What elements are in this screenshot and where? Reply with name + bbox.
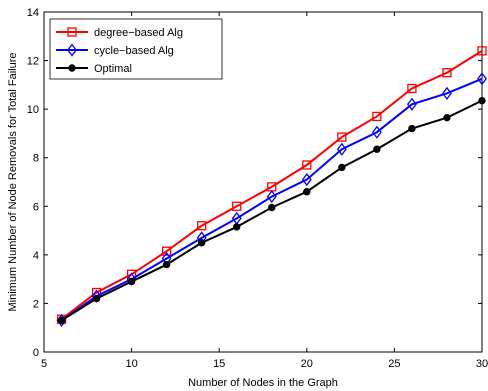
data-point — [338, 163, 346, 172]
legend-label: Optimal — [94, 63, 132, 75]
data-point — [197, 239, 206, 247]
legend: degree−based Alg cycle−based Alg Optimal — [49, 18, 223, 80]
series-layer — [56, 46, 487, 328]
data-point — [478, 96, 486, 105]
data-point — [233, 223, 241, 231]
data-point — [57, 316, 66, 325]
data-point — [302, 160, 312, 170]
data-point — [232, 201, 242, 211]
data-point — [266, 189, 277, 204]
legend-entry: degree−based Alg — [56, 27, 183, 39]
data-point — [408, 124, 416, 133]
data-point — [372, 111, 382, 122]
data-point — [477, 46, 487, 56]
y-axis-title: Minimum Number of Node Removals for Tota… — [7, 53, 19, 312]
data-point — [477, 72, 487, 86]
data-point — [442, 86, 452, 100]
data-point — [371, 125, 382, 139]
y-tick-label: 4 — [33, 250, 39, 262]
data-point — [92, 294, 101, 303]
data-point — [337, 132, 347, 142]
data-point — [407, 83, 417, 94]
y-tick-label: 6 — [33, 201, 39, 213]
data-point — [162, 260, 171, 269]
data-point — [301, 172, 312, 187]
data-point — [373, 145, 381, 153]
y-tick-label: 10 — [27, 104, 39, 116]
legend-entry: cycle−based Alg — [56, 43, 174, 57]
data-point — [303, 188, 311, 196]
x-tick-label: 20 — [301, 358, 313, 370]
data-point — [127, 277, 136, 286]
x-tick-label: 25 — [388, 358, 400, 370]
x-axis-title: Number of Nodes in the Graph — [188, 377, 338, 389]
legend-label: degree−based Alg — [94, 27, 183, 39]
x-tick-label: 30 — [476, 358, 488, 370]
x-tick-label: 5 — [41, 358, 47, 370]
data-point — [268, 203, 276, 212]
y-tick-label: 14 — [27, 7, 39, 19]
series-circle — [57, 96, 486, 325]
legend-label: cycle−based Alg — [94, 45, 174, 57]
legend-marker — [67, 27, 77, 37]
legend-marker — [67, 43, 77, 57]
y-tick-label: 8 — [33, 153, 39, 165]
y-tick-label: 0 — [33, 347, 39, 359]
data-point — [406, 97, 417, 111]
axis-ticks: 5 10 15 20 25 30 0 2 4 6 8 10 12 14 — [27, 7, 488, 370]
y-tick-label: 12 — [27, 56, 39, 68]
x-tick-label: 10 — [125, 358, 137, 370]
legend-entry: Optimal — [56, 63, 132, 75]
data-point — [442, 68, 452, 78]
y-tick-label: 2 — [33, 298, 39, 310]
data-point — [443, 113, 451, 122]
data-point — [197, 221, 207, 231]
data-point — [161, 246, 172, 256]
x-tick-label: 15 — [213, 358, 225, 370]
legend-marker — [68, 64, 76, 72]
data-point — [336, 142, 347, 156]
